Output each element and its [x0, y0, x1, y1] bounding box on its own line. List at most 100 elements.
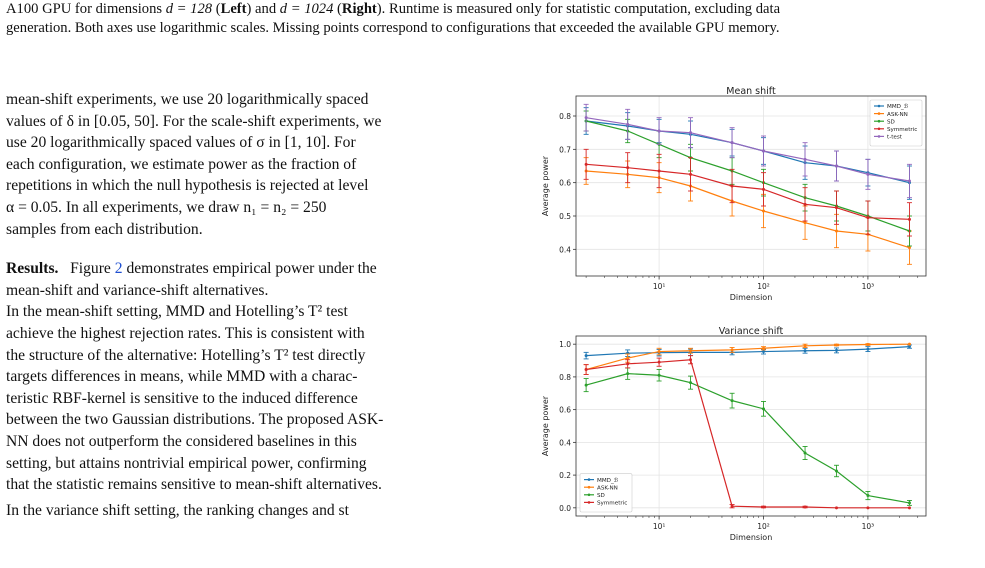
x-tick-label: 10²: [757, 522, 770, 531]
legend-marker: [877, 112, 881, 115]
series-line: [586, 346, 910, 357]
data-point: [657, 169, 661, 173]
plot-frame: [575, 95, 927, 277]
mean-shift-chart: Mean shift 0.4 0.5 0.6 0.7 0.8 10¹ 10² 10³ Dimens…: [541, 86, 927, 302]
legend-label: SD: [597, 493, 605, 499]
series-ask-nn: [583, 342, 911, 375]
data-point: [730, 399, 734, 403]
x-tick-label: 10³: [862, 522, 875, 531]
x-tick-label: 10¹: [653, 522, 666, 531]
legend-marker: [877, 104, 881, 108]
x-axis-label: Dimension: [730, 293, 773, 302]
x-axis-label: Dimension: [730, 533, 773, 542]
data-point: [866, 343, 870, 347]
text-line: achieve the highest rejection rates. Thi…: [6, 324, 365, 342]
y-tick-label: 0.6: [559, 406, 571, 415]
variance-shift-chart: Variance shift 0.0 0.2 0.4 0.6 0.8 1.0 10¹ 10² 10…: [541, 326, 927, 542]
series-line: [585, 373, 910, 504]
data-point: [803, 451, 807, 455]
text-line: setting, but attains nontrivial empirica…: [6, 454, 367, 472]
data-point: [584, 354, 588, 358]
y-tick-label: 0.5: [559, 212, 571, 221]
x-tick-label: 10³: [862, 282, 875, 291]
data-point: [803, 202, 807, 206]
y-tick-label: 0.2: [559, 471, 571, 480]
series-line: [586, 170, 910, 249]
chart-title: Variance shift: [719, 326, 784, 337]
data-point: [689, 358, 693, 362]
data-point: [730, 184, 734, 188]
caption-line-1: A100 GPU for dimensions d = 128 (Left) a…: [6, 1, 781, 17]
data-point: [762, 149, 766, 153]
series-t-test: [583, 103, 912, 199]
legend-marker: [587, 478, 591, 481]
data-point: [689, 131, 693, 135]
data-point: [907, 217, 911, 221]
caption-left-label: Left: [220, 1, 247, 17]
plot-frame: [575, 335, 927, 517]
data-point: [762, 407, 766, 411]
caption-math-d1: d = 128: [165, 1, 213, 17]
series-line: [586, 359, 910, 509]
data-point: [866, 506, 870, 510]
data-point: [689, 381, 693, 385]
chart-title: Mean shift: [726, 86, 776, 97]
data-point: [626, 362, 630, 366]
y-tick-label: 0.8: [559, 112, 571, 121]
data-point: [730, 504, 734, 508]
data-point: [803, 157, 807, 161]
paragraph-methods: mean-shift experiments, we use 20 logari…: [6, 89, 494, 240]
data-point: [907, 345, 911, 349]
data-point: [584, 162, 588, 166]
y-tick-label: 0.4: [559, 245, 571, 254]
legend-marker: [877, 135, 881, 138]
data-point: [907, 506, 911, 510]
legend-label: Symmetric: [887, 127, 917, 133]
data-point: [584, 116, 588, 120]
text-line: teristic RBF-kernel is sensitive to the …: [6, 389, 358, 407]
data-point: [657, 360, 661, 364]
data-point: [907, 501, 911, 505]
legend-label: SD: [887, 119, 895, 125]
data-point: [730, 141, 734, 145]
caption-text: ) and: [246, 1, 280, 17]
y-tick-label: 1.0: [559, 340, 571, 349]
results-heading: Results.: [6, 260, 59, 278]
y-tick-label: 0.4: [559, 438, 571, 447]
text-line: samples from each distribution.: [6, 220, 203, 238]
data-point: [907, 246, 911, 250]
data-point: [657, 350, 661, 354]
text-line: NN does not outperform the considered ba…: [6, 432, 357, 450]
paragraph-variance-shift: In the variance shift setting, the ranki…: [6, 500, 494, 522]
data-point: [834, 343, 838, 347]
data-point: [834, 164, 838, 168]
y-tick-label: 0.0: [559, 504, 571, 513]
y-axis-label: Average power: [541, 155, 550, 216]
data-point: [626, 122, 630, 126]
legend-marker: [877, 127, 881, 131]
data-point: [730, 348, 734, 352]
text-line: α = 0.05. In all experiments, we draw n₁…: [6, 198, 327, 216]
series-symmetric: [583, 355, 911, 510]
data-point: [762, 350, 766, 354]
data-point: [907, 342, 911, 346]
caption-text: ). Runtime is measured only for statisti…: [376, 1, 781, 17]
caption-line-2: generation. Both axes use logarithmic sc…: [6, 20, 780, 36]
data-point: [834, 348, 838, 352]
text-line: demonstrates empirical power under the: [122, 260, 377, 278]
legend-box: [869, 99, 923, 147]
text-line: In the variance shift setting, the ranki…: [6, 501, 349, 519]
figure-ref-link[interactable]: 2: [114, 260, 123, 278]
legend-label: MMD_ℬ: [887, 103, 909, 110]
legend-label: ASK-NN: [887, 112, 908, 118]
text-line: each configuration, we estimate power as…: [6, 155, 357, 173]
data-point: [907, 179, 911, 183]
legend-marker: [877, 119, 881, 123]
series-line: [585, 120, 910, 232]
legend-marker: [587, 485, 591, 489]
figure-caption: A100 GPU for dimensions d = 128 (Left) a…: [6, 0, 981, 38]
data-point: [834, 506, 838, 510]
data-point: [626, 372, 630, 376]
